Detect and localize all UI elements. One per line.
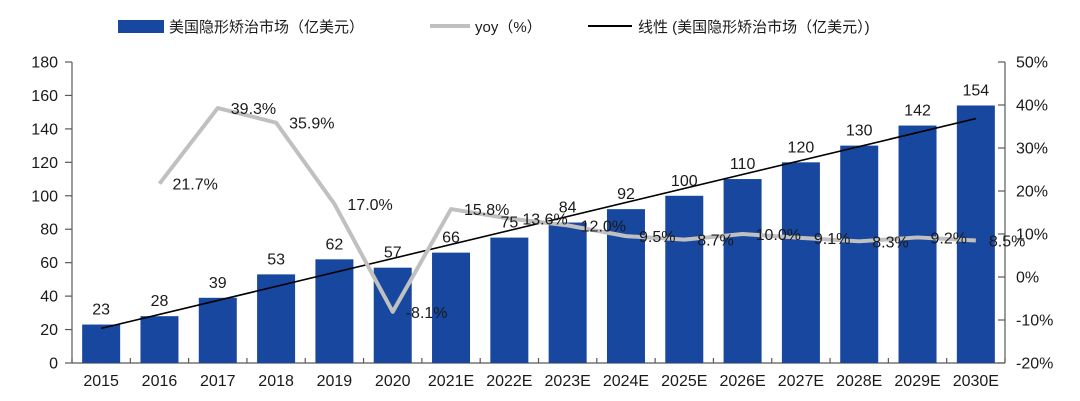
left-axis-tick-label: 140 [31, 121, 58, 138]
yoy-value-label: 15.8% [464, 202, 509, 219]
yoy-value-label: 8.3% [872, 234, 908, 251]
bar-value-label: 110 [730, 156, 756, 173]
legend-item-yoy: yoy（%） [430, 12, 542, 40]
x-axis-label: 2029E [894, 373, 940, 390]
yoy-value-label: 12.0% [581, 218, 626, 235]
right-axis-tick-label: 40% [1016, 98, 1048, 115]
left-axis-tick-label: 160 [31, 88, 58, 105]
x-axis-label: 2018 [258, 373, 294, 390]
bar-2021E [432, 252, 471, 363]
bar-value-label: 142 [904, 103, 931, 120]
yoy-line [157, 106, 976, 314]
bar-value-label: 75 [500, 215, 518, 232]
bar-2022E [490, 237, 529, 363]
yoy-value-label: 8.7% [697, 233, 733, 250]
legend-item-trendline: 线性 (美国隐形矫治市场（亿美元）) [588, 12, 870, 40]
x-axis-label: 2019 [317, 373, 353, 390]
right-axis-tick-label: -20% [1016, 356, 1053, 373]
bar-swatch-icon [118, 19, 164, 33]
bar-2017 [198, 297, 237, 363]
x-axis-label: 2026E [719, 373, 765, 390]
right-axis-tick-label: 10% [1016, 227, 1048, 244]
yoy-value-label: 39.3% [231, 101, 276, 118]
bar-value-label: 92 [617, 186, 635, 203]
x-axis-label: 2023E [545, 373, 591, 390]
right-axis-tick-label: -10% [1016, 313, 1053, 330]
bar-value-label: 66 [442, 230, 460, 247]
bar-value-label: 130 [846, 123, 873, 140]
left-axis-tick-label: 120 [31, 155, 58, 172]
bar-value-label: 53 [267, 251, 285, 268]
right-axis-tick-label: 30% [1016, 141, 1048, 158]
yoy-value-label: 8.5% [989, 233, 1025, 250]
left-axis-tick-label: 60 [40, 255, 58, 272]
x-axis-label: 2024E [603, 373, 649, 390]
legend-label-market: 美国隐形矫治市场（亿美元） [169, 18, 365, 36]
bar-value-label: 100 [671, 173, 698, 190]
left-axis-tick-label: 80 [40, 222, 58, 239]
x-axis-label: 2025E [661, 373, 707, 390]
x-axis-label: 2017 [200, 373, 236, 390]
left-axis-tick-label: 0 [49, 356, 58, 373]
x-axis-label: 2030E [953, 373, 999, 390]
x-axis-label: 2021E [428, 373, 474, 390]
yoy-value-label: -8.1% [406, 305, 448, 322]
bar-2028E [840, 145, 879, 363]
legend-label-yoy: yoy（%） [475, 18, 542, 36]
left-axis-tick-label: 20 [40, 322, 58, 339]
line-swatch-icon [430, 24, 470, 28]
bar-2018 [257, 274, 296, 363]
yoy-value-label: 9.2% [931, 230, 967, 247]
bar-2020 [373, 267, 412, 363]
x-axis-label: 2020 [375, 373, 411, 390]
bar-value-label: 39 [209, 275, 227, 292]
left-axis-tick-label: 180 [31, 55, 58, 72]
yoy-value-label: 35.9% [289, 116, 334, 133]
bar-value-label: 84 [559, 200, 577, 217]
bar-value-label: 62 [326, 236, 344, 253]
x-axis-label: 2027E [778, 373, 824, 390]
yoy-value-label: 9.5% [639, 229, 675, 246]
bar-value-label: 28 [151, 293, 169, 310]
bar-2026E [723, 179, 762, 363]
bar-2029E [898, 125, 937, 364]
x-axis-label: 2028E [836, 373, 882, 390]
yoy-value-label: 9.1% [814, 231, 850, 248]
legend-item-market: 美国隐形矫治市场（亿美元） [118, 12, 364, 40]
bar-value-label: 154 [962, 82, 989, 99]
bar-2023E [548, 222, 587, 363]
bar-2025E [665, 195, 704, 363]
left-axis-tick-label: 40 [40, 289, 58, 306]
bar-2030E [956, 105, 995, 363]
bar-value-label: 120 [788, 139, 815, 156]
bar-2019 [315, 259, 354, 363]
yoy-value-label: 10.0% [756, 227, 801, 244]
x-axis-label: 2016 [142, 373, 178, 390]
left-axis-tick-label: 100 [31, 188, 58, 205]
bar-2016 [140, 316, 179, 363]
bar-value-label: 57 [384, 245, 402, 262]
x-axis-label: 2022E [486, 373, 532, 390]
chart-legend: 美国隐形矫治市场（亿美元） yoy（%） 线性 (美国隐形矫治市场（亿美元）) [0, 12, 1080, 40]
right-axis-tick-label: 0% [1016, 270, 1039, 287]
yoy-value-label: 21.7% [172, 177, 217, 194]
right-axis-tick-label: 20% [1016, 184, 1048, 201]
trendline-swatch-icon [588, 25, 632, 27]
x-axis-label: 2015 [83, 373, 119, 390]
yoy-value-label: 13.6% [522, 212, 567, 229]
yoy-value-label: 17.0% [347, 197, 392, 214]
right-axis-tick-label: 50% [1016, 55, 1048, 72]
bar-2015 [82, 324, 121, 363]
bar-2027E [781, 162, 820, 363]
bar-value-label: 23 [92, 302, 110, 319]
legend-label-trendline: 线性 (美国隐形矫治市场（亿美元）) [638, 18, 870, 36]
